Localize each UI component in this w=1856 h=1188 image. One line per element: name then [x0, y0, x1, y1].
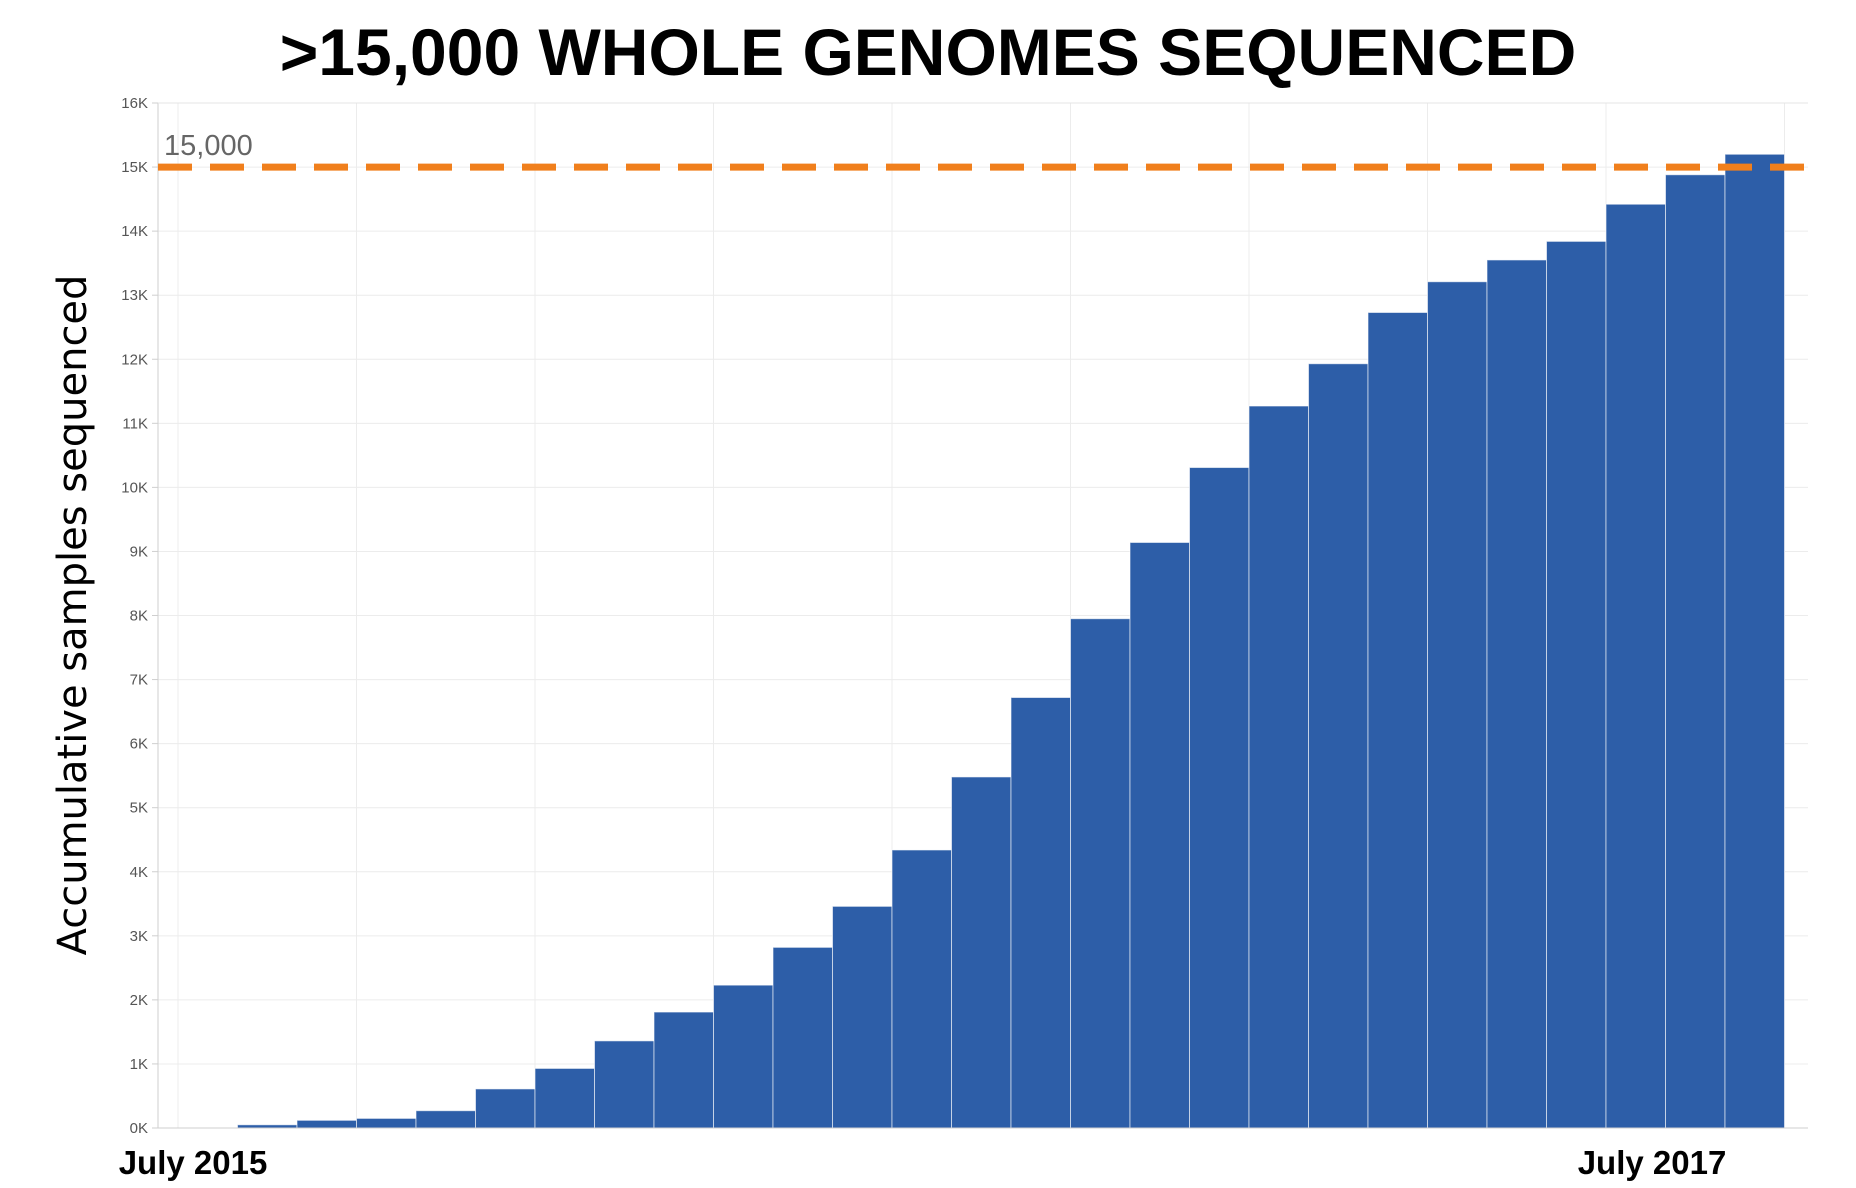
bar	[1248, 405, 1309, 1129]
bar	[713, 984, 774, 1129]
y-tick-label: 15K	[121, 159, 148, 176]
y-tick-label: 0K	[130, 1120, 148, 1137]
bar	[1724, 153, 1785, 1129]
bar	[772, 946, 833, 1129]
y-tick-label: 7K	[130, 672, 148, 689]
y-tick-labels: 0K 1K 2K 3K 4K 5K 6K 7K 8K 9K 10K 11K 12K 13K 14K 15K 16…	[121, 95, 158, 1137]
x-axis-label-start: July 2015	[119, 1144, 268, 1181]
y-tick-label: 8K	[130, 608, 148, 625]
y-tick-label: 13K	[121, 287, 148, 304]
bar	[1486, 259, 1547, 1129]
bar	[891, 849, 952, 1129]
bar	[1129, 541, 1190, 1129]
y-tick-label: 9K	[130, 543, 148, 560]
y-tick-label: 3K	[130, 928, 148, 945]
bar	[1665, 174, 1726, 1129]
y-tick-label: 10K	[121, 479, 148, 496]
bar	[1427, 281, 1488, 1129]
y-tick-label: 1K	[130, 1056, 148, 1073]
bar	[594, 1040, 655, 1129]
bar	[1546, 240, 1607, 1129]
y-tick-label: 12K	[121, 351, 148, 368]
bar	[534, 1067, 595, 1129]
y-tick-label: 4K	[130, 864, 148, 881]
bar	[832, 905, 893, 1129]
y-tick-label: 2K	[130, 992, 148, 1009]
bar	[475, 1088, 536, 1129]
bar	[1367, 311, 1428, 1129]
y-tick-label: 11K	[122, 415, 148, 432]
bar	[1070, 618, 1131, 1129]
bar	[1605, 203, 1666, 1129]
bar	[653, 1011, 714, 1129]
bar	[415, 1110, 476, 1129]
reference-line-label: 15,000	[164, 130, 253, 162]
bar	[1010, 697, 1071, 1129]
chart-title: >15,000 WHOLE GENOMES SEQUENCED	[279, 15, 1577, 89]
bar	[1308, 363, 1369, 1129]
x-axis-label-end: July 2017	[1578, 1144, 1727, 1181]
bar	[296, 1119, 357, 1129]
bars	[237, 153, 1785, 1129]
y-tick-label: 14K	[121, 223, 148, 240]
y-tick-label: 6K	[130, 736, 148, 753]
bar	[951, 776, 1012, 1129]
bar	[1189, 467, 1250, 1129]
y-tick-label: 16K	[121, 95, 148, 112]
bar	[356, 1117, 417, 1129]
y-axis-title: Accumulative samples sequenced	[50, 275, 96, 956]
y-tick-label: 5K	[130, 800, 148, 817]
reference-line-group: 15,000	[158, 130, 1808, 171]
